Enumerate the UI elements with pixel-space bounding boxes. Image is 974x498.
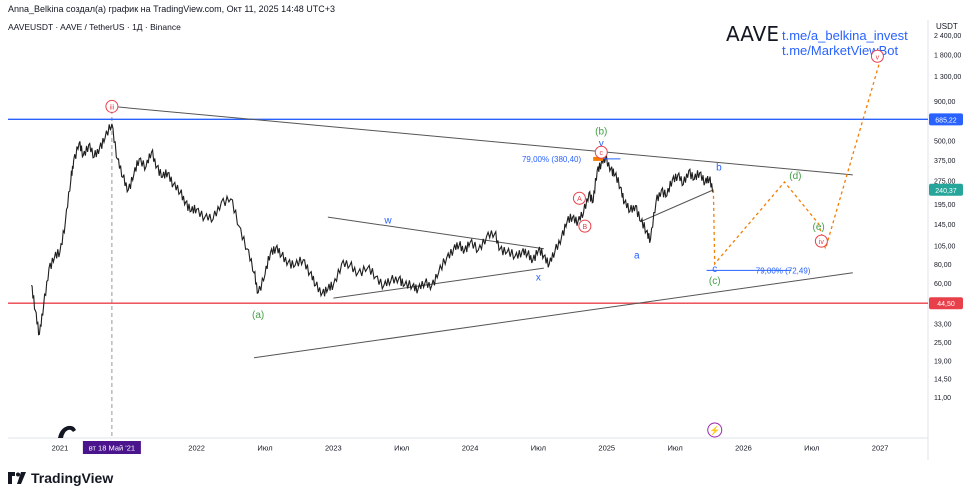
wave-label-16: v (876, 54, 880, 61)
wave-circle-6 (594, 145, 608, 159)
price-tag-label-0: 685,22 (935, 117, 957, 124)
y-tick-label: 11,00 (934, 395, 951, 402)
price-tag-bg-0 (929, 113, 963, 126)
x-tick-label: 2021 (52, 444, 69, 453)
wave-label-1: (a) (252, 310, 264, 321)
wave-label-0: iii (110, 104, 115, 111)
wave-label-8: B (583, 224, 588, 231)
x-tick-label-highlight: вт 18 Май '21 (89, 444, 135, 453)
trendline-4 (640, 189, 714, 222)
y-tick-label: 33,00 (934, 321, 952, 328)
wave-label-6: c (600, 150, 604, 157)
y-tick-label: 145,00 (934, 222, 956, 229)
x-tick-highlight-bg (82, 441, 141, 454)
x-tick-label: 2027 (872, 444, 889, 453)
price-series (30, 123, 714, 336)
x-tick-label: 2023 (325, 444, 342, 453)
y-tick-label: 1 300,00 (934, 74, 961, 81)
wave-label-13: (d) (789, 171, 801, 182)
wave-circle-15 (814, 234, 828, 248)
wave-circle-7 (572, 191, 586, 205)
dino-mascot-icon (58, 425, 76, 438)
brand-label: AAVE (726, 22, 779, 46)
y-tick-label: 1 800,00 (934, 52, 961, 59)
y-tick-label: 14,50 (934, 377, 952, 384)
y-tick-label: 375,00 (934, 158, 956, 165)
wave-label-4: (b) (595, 127, 607, 138)
wave-label-9: a (634, 250, 640, 261)
wave-circle-8 (578, 219, 592, 233)
price-tag-bg-2 (929, 297, 963, 310)
tradingview-logo-text: TradingView (31, 470, 114, 486)
event-marker-icon: ⚡ (709, 425, 720, 437)
x-tick-label: 2025 (598, 444, 615, 453)
event-marker-circle (707, 422, 723, 438)
wave-label-12: (c) (709, 276, 721, 287)
y-tick-label: 275,00 (934, 179, 956, 186)
price-tag-label-1: 240,37 (935, 188, 957, 195)
currency-label: USDT (936, 22, 958, 31)
trendline-3 (327, 216, 544, 250)
fib-label-0: 79,00% (380,40) (522, 155, 581, 164)
symbol-info[interactable]: AAVEUSDT · AAVE / TetherUS · 1Д · Binanc… (8, 22, 181, 32)
tradingview-footer[interactable]: TradingView (8, 470, 113, 486)
wave-label-10: b (716, 162, 722, 173)
trendline-1 (253, 272, 853, 359)
price-tag-label-2: 44,50 (937, 301, 955, 308)
telegram-link-1[interactable]: t.me/a_belkina_invest (782, 28, 908, 43)
trendline-0 (111, 105, 853, 176)
tradingview-logo-icon (8, 472, 26, 484)
fib-marker-0 (593, 156, 604, 161)
y-tick-label: 80,00 (934, 262, 952, 269)
x-tick-label: 2024 (462, 444, 479, 453)
y-tick-label: 60,00 (934, 281, 952, 288)
x-tick-label: Июл (667, 444, 682, 453)
x-tick-label: Июл (804, 444, 819, 453)
y-tick-label: 500,00 (934, 139, 956, 146)
wave-label-7: A (577, 196, 582, 203)
price-tag-bg-1 (929, 183, 963, 196)
chart-header: Anna_Belkina создал(а) график на Trading… (8, 4, 335, 14)
x-tick-label: Июл (531, 444, 546, 453)
y-tick-label: 2 400,00 (934, 33, 961, 40)
wave-label-3: x (536, 273, 541, 284)
x-tick-label: 2022 (188, 444, 205, 453)
projection-path (712, 60, 881, 266)
x-tick-label: 2026 (735, 444, 752, 453)
wave-circle-0 (105, 99, 119, 113)
wave-circle-16 (870, 49, 884, 63)
x-tick-label: Июл (394, 444, 409, 453)
y-tick-label: 105,00 (934, 243, 956, 250)
y-tick-label: 195,00 (934, 202, 956, 209)
wave-label-15: iv (819, 239, 825, 246)
x-tick-label: Июл (257, 444, 272, 453)
wave-label-11: c (712, 264, 717, 275)
wave-label-14: (e) (813, 222, 825, 233)
telegram-link-2[interactable]: t.me/MarketViewBot (782, 43, 899, 58)
y-tick-label: 25,00 (934, 340, 952, 347)
wave-label-2: w (383, 215, 392, 226)
wave-label-5: y (599, 139, 604, 150)
y-tick-label: 900,00 (934, 99, 956, 106)
trendline-2 (333, 267, 544, 299)
fib-label-1: 79,00% (72,49) (756, 266, 811, 275)
y-tick-label: 19,00 (934, 358, 952, 365)
